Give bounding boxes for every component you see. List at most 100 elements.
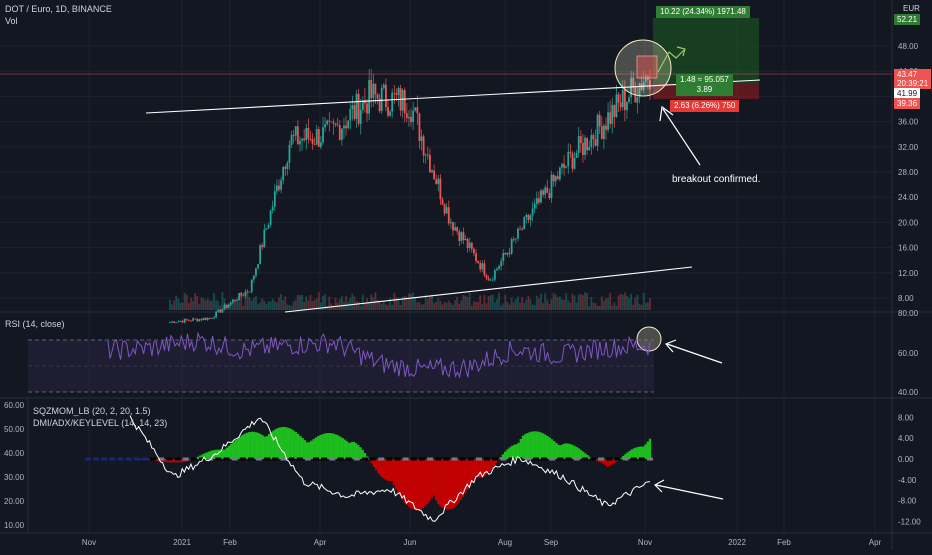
squeeze-dot <box>598 458 604 461</box>
squeeze-dot <box>240 458 246 461</box>
volume-bar <box>473 301 475 310</box>
candle-body <box>637 97 639 102</box>
squeeze-dot <box>484 458 490 461</box>
squeeze-dot <box>549 458 555 461</box>
candle-body <box>540 190 542 202</box>
candle-body <box>330 122 332 123</box>
squeeze-bar <box>468 459 470 486</box>
volume-bar <box>257 304 259 310</box>
candle-body <box>356 94 358 119</box>
squeeze-bar <box>471 459 473 483</box>
squeeze-bar <box>453 459 455 507</box>
volume-bar <box>521 297 523 310</box>
candle-body <box>236 300 238 301</box>
countdown-value: 20:39:21 <box>897 79 928 88</box>
target-label[interactable]: 10.22 (24.34%) 1971.48 <box>656 6 750 18</box>
candle-body <box>576 153 578 158</box>
volume-bar <box>437 298 439 310</box>
candle-body <box>509 253 511 254</box>
squeeze-dot <box>289 458 295 461</box>
volume-bar <box>498 293 500 310</box>
candle-body <box>219 310 221 313</box>
volume-bar <box>618 295 620 310</box>
squeeze-dot <box>305 458 311 461</box>
candle-body <box>381 88 383 111</box>
candle-body <box>289 145 291 163</box>
stop-label[interactable]: 2.63 (6.26%) 750 <box>670 100 739 112</box>
candle-body <box>242 295 244 296</box>
volume-bar <box>412 292 414 310</box>
squeeze-bar <box>317 436 319 459</box>
squeeze-dot <box>403 458 409 461</box>
candle-body <box>410 117 412 122</box>
squeeze-bar <box>377 459 379 473</box>
squeeze-dot <box>639 458 645 461</box>
candle-body <box>232 300 234 302</box>
volume-bar <box>393 293 395 310</box>
squeeze-bar <box>335 434 337 459</box>
volume-bar <box>593 303 595 310</box>
time-tick-label: 2021 <box>173 538 191 547</box>
squeeze-dot <box>175 458 181 461</box>
candle-body <box>268 225 270 229</box>
target-price-tag: 52.21 <box>894 14 920 25</box>
candle-body <box>504 253 506 254</box>
adx-tick-label: 10.00 <box>4 521 25 530</box>
price-tick-label: 48.00 <box>898 42 919 51</box>
squeeze-bar <box>393 459 395 485</box>
candle-body <box>395 93 397 95</box>
squeeze-bar <box>560 445 562 459</box>
volume-bar <box>439 301 441 310</box>
squeeze-bar <box>417 459 419 510</box>
squeeze-bar <box>324 433 326 459</box>
volume-bar <box>481 304 483 310</box>
volume-bar <box>295 300 297 310</box>
squeeze-bar <box>475 459 477 477</box>
volume-bar <box>211 301 213 310</box>
volume-bar <box>607 298 609 310</box>
candle-body <box>270 210 272 224</box>
volume-bar <box>427 299 429 310</box>
volume-bar <box>595 303 597 310</box>
volume-bar <box>215 300 217 310</box>
candle-body <box>278 186 280 190</box>
candle-body <box>276 186 278 192</box>
volume-bar <box>517 297 519 310</box>
candle-body <box>310 139 312 140</box>
volume-bar <box>182 303 184 310</box>
candle-body <box>251 280 253 292</box>
squeeze-bar <box>359 447 361 459</box>
squeeze-bar <box>230 444 232 459</box>
squeeze-bar <box>268 434 270 459</box>
squeeze-bar <box>488 459 490 471</box>
candle-body <box>536 198 538 204</box>
candle-body <box>488 278 490 280</box>
squeeze-dot <box>272 458 278 461</box>
candle-body <box>590 135 592 147</box>
squeeze-dot <box>101 458 107 461</box>
candle-body <box>582 143 584 155</box>
squeeze-bar <box>197 457 199 459</box>
volume-bar <box>452 305 454 310</box>
volume-bar <box>198 304 200 310</box>
candle-body <box>347 120 349 128</box>
volume-bar <box>513 302 515 310</box>
candle-body <box>230 302 232 304</box>
volume-bar <box>372 298 374 310</box>
volume-bar <box>345 296 347 310</box>
volume-bar <box>626 296 628 310</box>
candle-body <box>444 204 446 213</box>
squeeze-bar <box>546 436 548 459</box>
squeeze-bar <box>633 448 635 459</box>
volume-bar <box>479 295 481 310</box>
volume-bar <box>553 293 555 310</box>
volume-bar <box>169 300 171 310</box>
squeeze-dot <box>460 458 466 461</box>
candle-body <box>542 190 544 194</box>
squeeze-bar <box>566 443 568 459</box>
volume-bar <box>534 305 536 310</box>
squeeze-bar <box>248 432 250 459</box>
candle-body <box>280 180 282 190</box>
